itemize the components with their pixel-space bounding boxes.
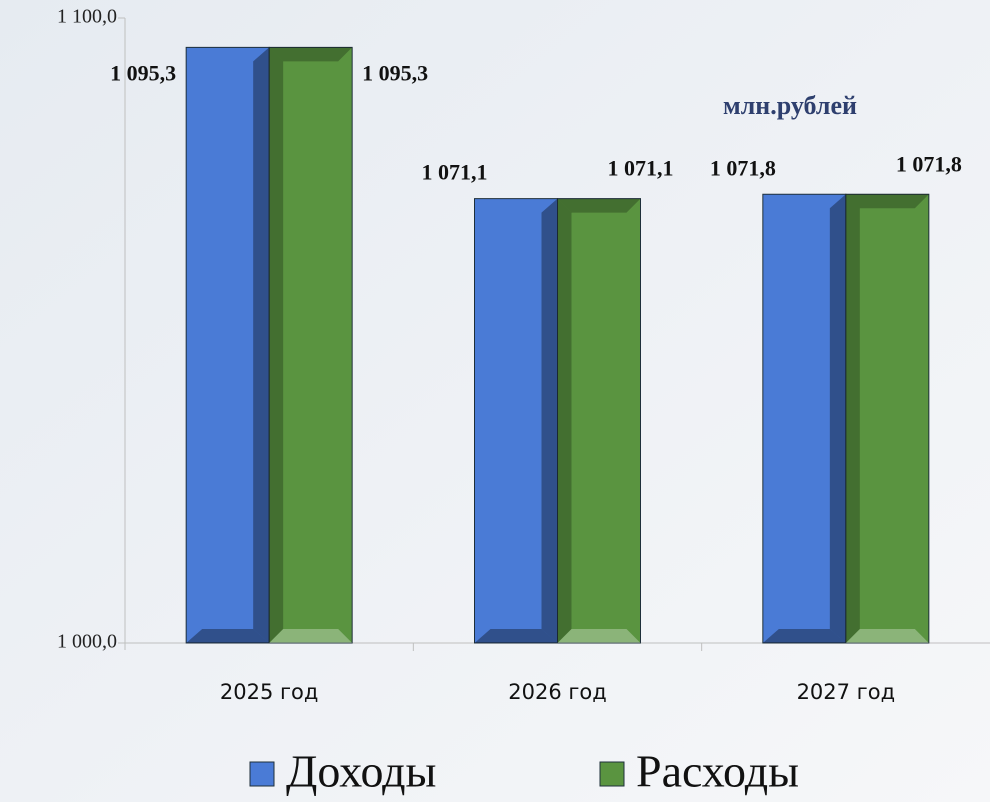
bar-bevel — [557, 629, 641, 643]
bar — [268, 46, 353, 644]
legend-swatch — [249, 761, 275, 787]
value-label: 1 071,1 — [422, 160, 488, 185]
bar — [845, 193, 930, 644]
x-tick-label: 2027 год — [797, 680, 896, 704]
value-label: 1 071,8 — [710, 155, 776, 180]
bar-bevel — [474, 629, 558, 643]
legend-label: Доходы — [286, 746, 436, 797]
y-tick-label: 1 100,0 — [57, 6, 117, 28]
y-tick-label: 1 000,0 — [57, 631, 117, 653]
bar-bevel — [557, 198, 641, 213]
unit-annotation: млн.рублей — [723, 91, 857, 120]
bar-bevel — [557, 198, 572, 643]
bar — [762, 193, 847, 644]
legend-swatch — [599, 761, 625, 787]
bar — [557, 198, 641, 644]
bar-bevel — [845, 629, 929, 643]
bar-bevel — [186, 629, 270, 643]
bar-bevel — [845, 194, 860, 643]
bar-bevel — [253, 47, 270, 643]
bar-bevel — [269, 47, 353, 62]
bar-bevel — [269, 47, 284, 643]
bar-bevel — [269, 629, 353, 643]
bar-bevel — [829, 194, 846, 643]
bar-bevel — [845, 194, 929, 209]
bar — [185, 46, 270, 644]
value-label: 1 071,1 — [608, 156, 674, 181]
bar-bevel — [762, 629, 846, 643]
value-label: 1 095,3 — [362, 60, 428, 85]
value-label: 1 095,3 — [110, 60, 176, 85]
x-tick-label: 2025 год — [220, 680, 319, 704]
bar-bevel — [541, 198, 558, 643]
x-tick-label: 2026 год — [508, 680, 607, 704]
value-label: 1 071,8 — [896, 151, 962, 176]
legend-label: Расходы — [636, 746, 799, 797]
